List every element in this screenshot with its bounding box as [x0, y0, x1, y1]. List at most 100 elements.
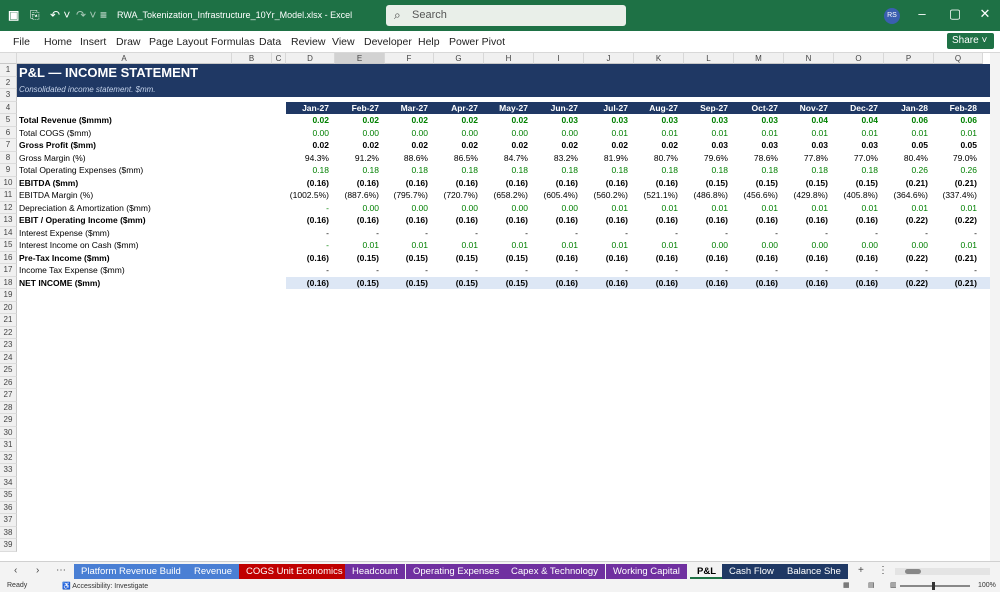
data-cell[interactable]: (364.6%) — [893, 190, 929, 200]
minimize-icon[interactable]: – — [918, 6, 926, 21]
accessibility-status[interactable]: ♿ Accessibility: Investigate — [62, 583, 149, 590]
data-cell[interactable]: 0.00 — [711, 240, 728, 250]
data-cell[interactable]: (0.16) — [306, 215, 329, 225]
data-cell[interactable]: - — [425, 265, 428, 275]
menu-item[interactable]: Data — [259, 36, 282, 48]
data-cell[interactable]: (0.16) — [855, 215, 878, 225]
row-header[interactable]: 18 — [0, 276, 17, 289]
sheet-tab[interactable]: Capex & Technology — [504, 564, 605, 579]
row-header[interactable]: 27 — [0, 389, 17, 402]
data-cell[interactable]: 0.03 — [761, 140, 778, 150]
data-cell[interactable]: 0.04 — [861, 115, 878, 125]
sheet-tab[interactable]: Headcount — [345, 564, 405, 579]
data-cell[interactable]: 0.18 — [811, 165, 828, 175]
data-cell[interactable]: 0.01 — [611, 202, 628, 213]
data-cell[interactable]: (0.16) — [755, 252, 778, 263]
data-cell[interactable]: 0.18 — [661, 165, 678, 175]
column-header[interactable]: I — [534, 53, 584, 64]
data-cell[interactable]: (456.6%) — [743, 190, 779, 200]
data-cell[interactable]: - — [425, 227, 428, 238]
menu-item[interactable]: Insert — [80, 36, 107, 48]
data-cell[interactable]: - — [825, 265, 828, 275]
menu-item[interactable]: Home — [44, 36, 73, 48]
data-cell[interactable]: (0.16) — [306, 252, 329, 263]
data-cell[interactable]: 0.05 — [911, 140, 928, 150]
data-cell[interactable]: (0.16) — [655, 177, 678, 188]
row-header[interactable]: 17 — [0, 264, 17, 277]
data-cell[interactable]: 0.01 — [861, 202, 878, 213]
data-cell[interactable]: 0.03 — [611, 115, 628, 125]
data-cell[interactable]: 0.03 — [761, 115, 778, 125]
data-cell[interactable]: 0.26 — [960, 165, 977, 175]
data-cell[interactable]: - — [525, 227, 528, 238]
restore-icon[interactable]: ▢ — [948, 6, 962, 21]
data-cell[interactable]: 0.02 — [362, 115, 379, 125]
data-cell[interactable]: 0.03 — [561, 115, 578, 125]
data-cell[interactable]: (0.15) — [356, 252, 379, 263]
data-cell[interactable]: (0.15) — [855, 177, 878, 188]
row-header[interactable]: 16 — [0, 251, 17, 264]
data-cell[interactable]: (0.16) — [805, 252, 828, 263]
data-cell[interactable]: - — [326, 202, 329, 213]
data-cell[interactable]: 0.02 — [561, 140, 578, 150]
data-cell[interactable]: (0.16) — [705, 252, 728, 263]
autosave-icon[interactable]: ⎘ — [30, 8, 40, 22]
data-cell[interactable]: 0.00 — [561, 127, 578, 138]
data-cell[interactable]: (0.22) — [905, 252, 928, 263]
data-cell[interactable]: 80.4% — [903, 152, 928, 163]
data-cell[interactable]: 0.04 — [811, 115, 828, 125]
row-header[interactable]: 32 — [0, 451, 17, 464]
data-cell[interactable]: 86.5% — [453, 152, 478, 163]
row-header[interactable]: 2 — [0, 76, 17, 89]
data-cell[interactable]: 0.02 — [511, 140, 528, 150]
data-cell[interactable]: 0.02 — [411, 140, 428, 150]
data-cell[interactable]: 0.00 — [362, 127, 379, 138]
sheet-tab[interactable]: Balance She — [780, 564, 848, 579]
customize-qat-icon[interactable]: ≡ — [100, 8, 108, 22]
data-cell[interactable]: 0.02 — [611, 140, 628, 150]
data-cell[interactable]: 0.01 — [661, 202, 678, 213]
data-cell[interactable]: (0.15) — [705, 177, 728, 188]
data-cell[interactable]: - — [625, 265, 628, 275]
data-cell[interactable]: (560.2%) — [593, 190, 629, 200]
column-header[interactable]: M — [734, 53, 784, 64]
data-cell[interactable]: 0.02 — [511, 115, 528, 125]
data-cell[interactable]: (0.16) — [555, 252, 578, 263]
column-header[interactable]: P — [884, 53, 934, 64]
column-header[interactable]: A — [17, 53, 232, 64]
data-cell[interactable]: 0.18 — [761, 165, 778, 175]
data-cell[interactable]: 0.01 — [911, 127, 928, 138]
row-header[interactable]: 10 — [0, 176, 17, 189]
data-cell[interactable]: 0.02 — [461, 140, 478, 150]
data-cell[interactable]: 0.01 — [611, 240, 628, 250]
data-cell[interactable]: 0.01 — [661, 127, 678, 138]
menu-item[interactable]: Developer — [364, 36, 412, 48]
data-cell[interactable]: (720.7%) — [443, 190, 479, 200]
menu-item[interactable]: Formulas — [211, 36, 255, 48]
data-cell[interactable]: 0.01 — [861, 127, 878, 138]
sheet-tab[interactable]: P&L — [690, 564, 723, 579]
data-cell[interactable]: 0.00 — [362, 202, 379, 213]
normal-view-icon[interactable]: ▦ — [843, 582, 850, 589]
data-cell[interactable]: 79.6% — [703, 152, 728, 163]
sheet-tab[interactable]: Working Capital — [606, 564, 687, 579]
column-header[interactable]: H — [484, 53, 534, 64]
data-cell[interactable]: 0.18 — [511, 165, 528, 175]
data-cell[interactable]: (0.15) — [505, 252, 528, 263]
data-cell[interactable]: (429.8%) — [793, 190, 829, 200]
data-cell[interactable]: (0.16) — [655, 215, 678, 225]
row-header[interactable]: 1 — [0, 64, 17, 77]
row-header[interactable]: 28 — [0, 401, 17, 414]
row-header[interactable]: 23 — [0, 339, 17, 352]
data-cell[interactable]: 0.00 — [411, 202, 428, 213]
row-header[interactable]: 8 — [0, 151, 17, 164]
data-cell[interactable]: (0.16) — [855, 252, 878, 263]
data-cell[interactable]: 0.18 — [461, 165, 478, 175]
data-cell[interactable]: (0.16) — [605, 252, 628, 263]
data-cell[interactable]: - — [775, 265, 778, 275]
data-cell[interactable]: 0.02 — [661, 140, 678, 150]
column-header[interactable]: E — [335, 53, 385, 64]
data-cell[interactable]: 0.00 — [411, 127, 428, 138]
data-cell[interactable]: - — [326, 265, 329, 275]
row-header[interactable]: 4 — [0, 101, 17, 114]
